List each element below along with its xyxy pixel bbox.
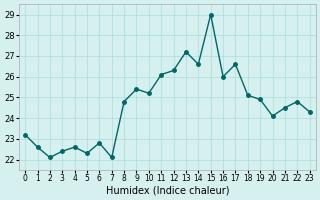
X-axis label: Humidex (Indice chaleur): Humidex (Indice chaleur) bbox=[106, 186, 229, 196]
